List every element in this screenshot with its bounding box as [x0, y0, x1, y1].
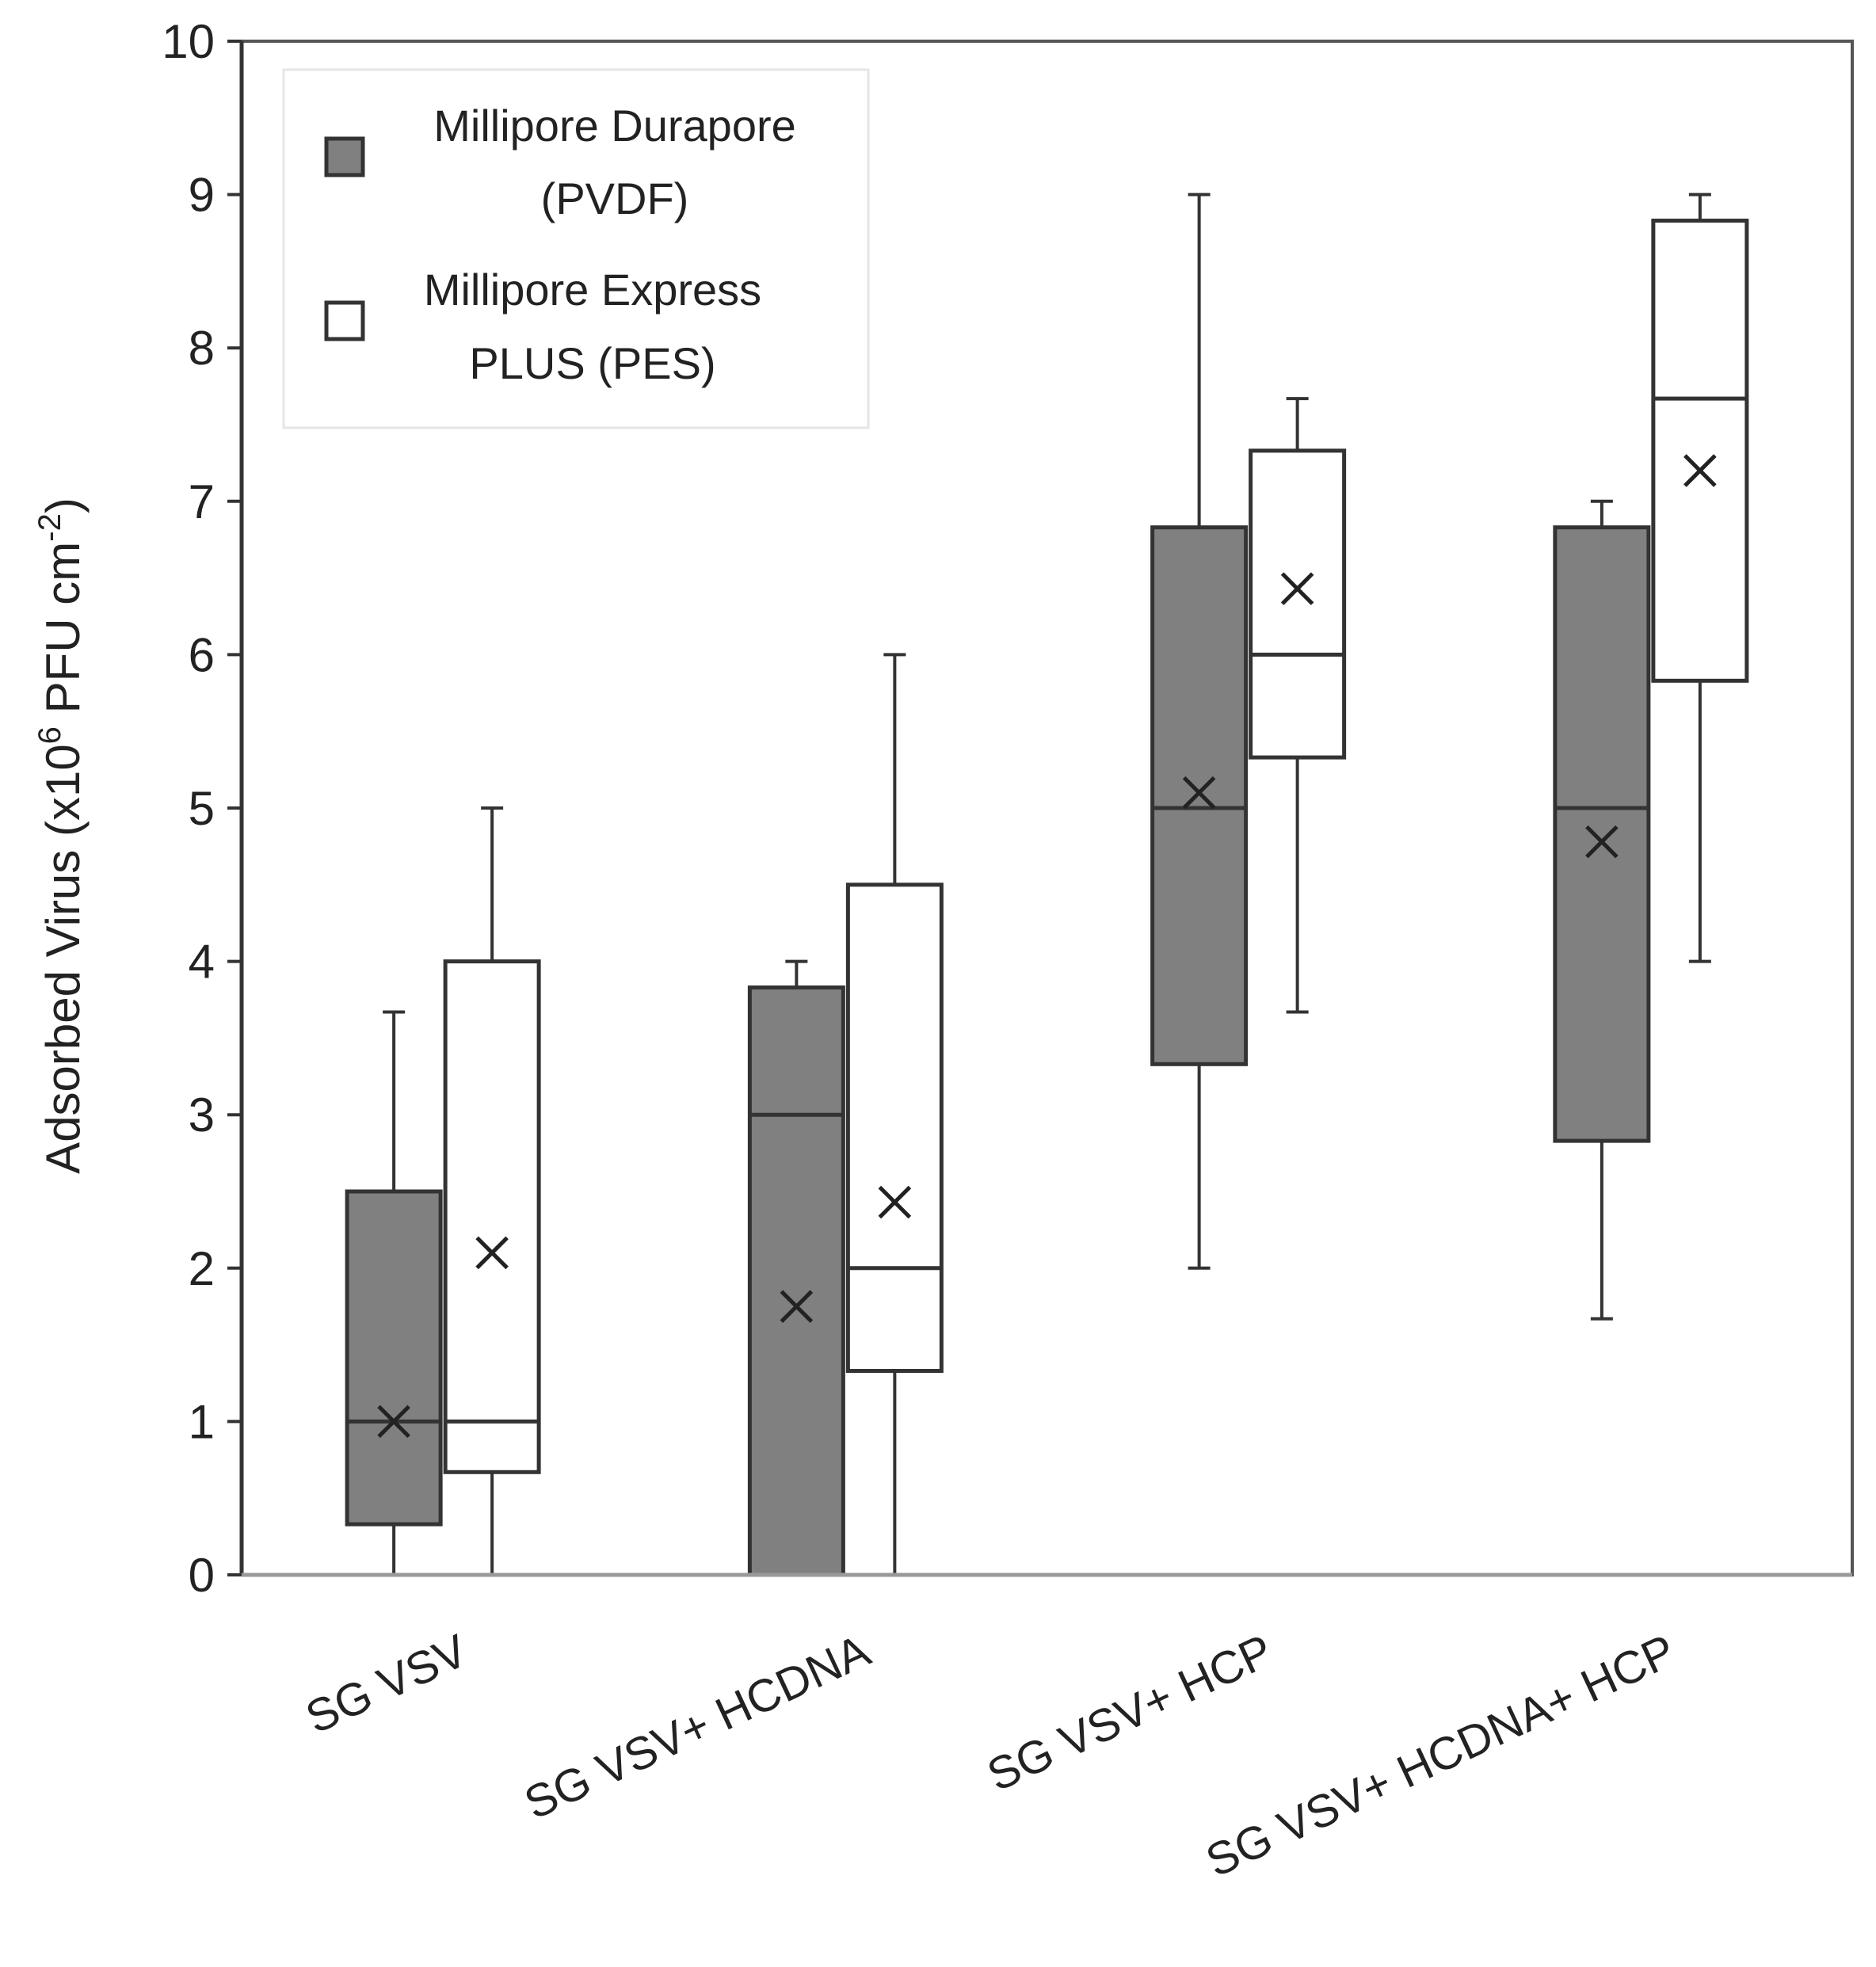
y-tick-label: 10	[162, 15, 215, 68]
y-tick-label: 3	[189, 1088, 215, 1142]
legend-label-pvdf-line2: (PVDF)	[541, 173, 689, 223]
y-tick-label: 0	[189, 1549, 215, 1602]
legend-label-pvdf-line1: Millipore Durapore	[433, 101, 796, 151]
box-iqr	[1651, 219, 1749, 683]
box-iqr	[345, 1189, 443, 1527]
box-pes-4	[1651, 193, 1749, 963]
x-category-label: SG VSV+ HCP	[980, 1625, 1280, 1801]
y-tick-label: 5	[189, 782, 215, 835]
box-iqr	[1553, 525, 1651, 1143]
mean-marker	[1585, 825, 1619, 859]
box-pes-3	[1249, 397, 1347, 1014]
mean-marker	[475, 1236, 509, 1270]
y-tick-label: 8	[189, 322, 215, 375]
y-axis-title: Adsorbed Virus (x106 PFU cm-2)	[32, 497, 90, 1174]
y-tick-label: 6	[189, 628, 215, 681]
y-tick-label: 7	[189, 475, 215, 528]
y-tick-label: 4	[189, 936, 215, 989]
legend-swatch-pes	[324, 300, 365, 341]
legend-swatch-pvdf	[324, 136, 365, 177]
box-iqr	[1249, 448, 1347, 760]
mean-marker	[878, 1185, 912, 1219]
box-iqr	[845, 882, 944, 1374]
box-pvdf-1	[345, 1010, 443, 1576]
box-iqr	[443, 959, 541, 1474]
mean-marker	[1683, 454, 1717, 487]
legend-frame	[282, 68, 870, 429]
box-pvdf-4	[1553, 499, 1651, 1321]
y-tick-label: 9	[189, 169, 215, 222]
legend-entry-pvdf: Millipore Durapore (PVDF)	[324, 101, 796, 223]
legend: Millipore Durapore (PVDF) Millipore Expr…	[282, 68, 870, 429]
box-pes-1	[443, 806, 541, 1576]
legend-entry-pes: Millipore Express PLUS (PES)	[324, 265, 761, 388]
y-tick-label: 2	[189, 1242, 215, 1295]
box-iqr	[747, 985, 845, 1577]
mean-marker	[780, 1290, 814, 1323]
x-category-label: SG VSV	[298, 1625, 475, 1744]
mean-marker	[377, 1405, 410, 1439]
x-category-label: SG VSV+ HCDNA	[517, 1625, 878, 1830]
box-pes-2	[845, 653, 944, 1576]
box-pvdf-2	[747, 959, 845, 1577]
mean-marker	[1280, 572, 1314, 605]
box-iqr	[1150, 525, 1249, 1066]
box-pvdf-3	[1150, 193, 1249, 1270]
y-axis-ticks: 0 1 2 3 4 5 6 7 8 9 10	[162, 15, 242, 1602]
legend-label-pes-line2: PLUS (PES)	[469, 338, 715, 388]
mean-marker	[1182, 776, 1216, 810]
y-tick-label: 1	[189, 1395, 215, 1448]
legend-label-pes-line1: Millipore Express	[424, 265, 761, 314]
